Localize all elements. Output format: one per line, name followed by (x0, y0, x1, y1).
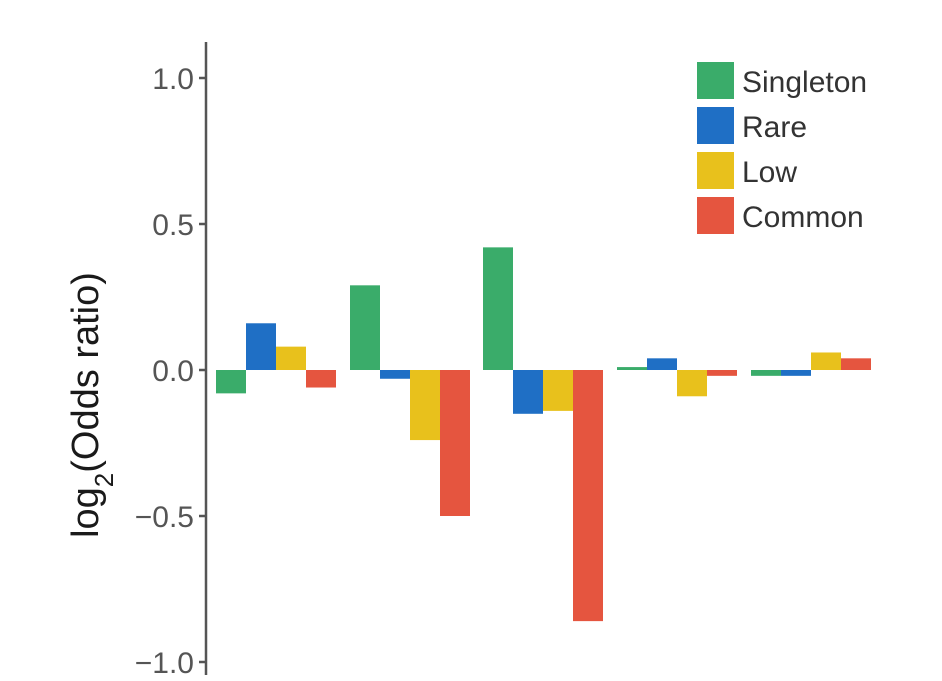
bar-common (573, 370, 603, 622)
legend-key-singleton (697, 62, 734, 99)
y-tick-label: 0.5 (152, 209, 194, 242)
bar-common (841, 358, 871, 370)
legend-label-low: Low (742, 156, 797, 189)
y-tick-label: −0.5 (135, 501, 194, 534)
bar-singleton (617, 367, 647, 370)
y-axis-ticks: 1.0 0.5 0.0 −0.5 −1.0 (135, 63, 206, 680)
bar-low (811, 352, 841, 370)
bar-rare (781, 370, 811, 376)
bar-rare (380, 370, 410, 379)
bars (216, 247, 871, 622)
legend-key-rare (697, 107, 734, 144)
legend-label-singleton: Singleton (742, 66, 867, 99)
bar-rare (246, 323, 276, 370)
legend: Singleton Rare Low Common (697, 62, 867, 234)
y-axis-label: log2(Odds ratio) (65, 272, 119, 538)
bar-low (543, 370, 573, 411)
bar-low (410, 370, 440, 441)
y-axis-label-subscript: 2 (89, 473, 119, 487)
bar-low (677, 370, 707, 397)
legend-label-common: Common (742, 201, 864, 234)
bar-low (276, 346, 306, 370)
y-axis-label-rest: (Odds ratio) (65, 272, 107, 473)
y-tick-label: −1.0 (135, 647, 194, 680)
bar-common (306, 370, 336, 388)
bar-common (707, 370, 737, 376)
bar-rare (513, 370, 543, 414)
bar-singleton (216, 370, 246, 394)
legend-label-rare: Rare (742, 111, 807, 144)
legend-key-common (697, 197, 734, 234)
legend-key-low (697, 152, 734, 189)
bar-common (440, 370, 470, 516)
bar-singleton (350, 285, 380, 370)
y-axis-label-main: log (65, 487, 107, 538)
bar-singleton (483, 247, 513, 370)
y-tick-label: 0.0 (152, 355, 194, 388)
bar-rare (647, 358, 677, 370)
bar-singleton (751, 370, 781, 376)
y-tick-label: 1.0 (152, 63, 194, 96)
